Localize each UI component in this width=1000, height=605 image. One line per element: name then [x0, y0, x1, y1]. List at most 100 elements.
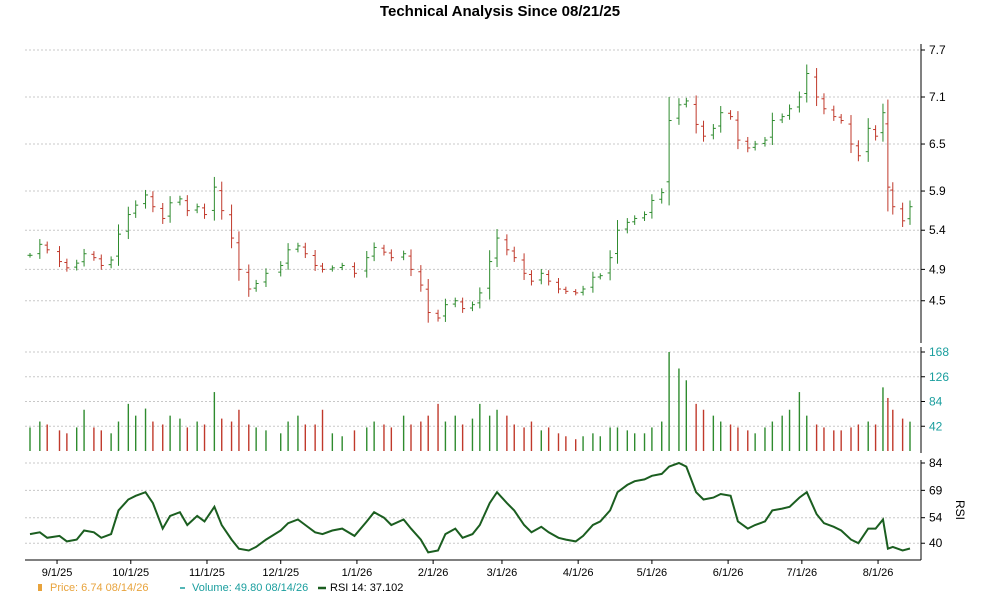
ohlc-bar	[184, 195, 190, 217]
ohlc-bar	[885, 99, 891, 212]
ohlc-bar	[573, 289, 579, 296]
y-tick-label: 40	[929, 536, 943, 550]
ohlc-bar	[371, 242, 377, 262]
ohlc-bar	[64, 258, 70, 272]
y-tick-label: 5.4	[929, 223, 946, 237]
ohlc-bar	[418, 265, 424, 292]
ohlc-bar	[649, 194, 655, 219]
ohlc-bar	[735, 111, 741, 150]
ohlc-bar	[787, 104, 793, 120]
ohlc-bar	[855, 140, 861, 162]
ohlc-bar	[435, 309, 441, 322]
ohlc-bar	[320, 262, 326, 273]
ohlc-bar	[160, 202, 166, 224]
ohlc-bar	[511, 246, 517, 262]
ohlc-bar	[814, 68, 820, 107]
ohlc-bar	[143, 189, 149, 209]
x-tick-label: 3/1/26	[487, 567, 518, 579]
ohlc-bar	[37, 239, 43, 259]
ohlc-bar	[442, 298, 448, 322]
ohlc-bar	[752, 140, 758, 151]
ohlc-bar	[477, 287, 483, 309]
ohlc-bar	[701, 120, 707, 142]
ohlc-bar	[838, 114, 844, 124]
ohlc-bar	[312, 250, 318, 271]
ohlc-bar	[285, 243, 291, 270]
rsi-line	[29, 461, 911, 554]
x-tick-label: 12/1/25	[262, 567, 299, 579]
ohlc-bar	[580, 285, 586, 296]
ohlc-bar	[295, 242, 301, 253]
legend: Price: 6.74 08/14/26 Volume: 49.80 08/14/…	[38, 582, 403, 594]
y-tick-label: 126	[929, 370, 949, 384]
y-tick-label: 54	[929, 511, 943, 525]
y-tick-label: 6.5	[929, 137, 946, 151]
y-tick-label: 84	[929, 456, 943, 470]
x-tick-label: 8/1/26	[863, 567, 894, 579]
ohlc-bar	[381, 244, 387, 256]
ohlc-bar	[528, 270, 534, 286]
price-y-tick-labels: 4.5 4.9 5.4 5.9 6.5 7.1 7.7	[921, 43, 946, 308]
x-tick-labels: 9/1/25 10/1/25 11/1/25 12/1/25 1/1/26 2/1/26 3…	[42, 560, 894, 579]
price-gridlines	[25, 49, 921, 302]
ohlc-bar	[907, 200, 913, 225]
ohlc-bar	[745, 136, 751, 153]
ohlc-bar	[91, 251, 97, 261]
ohlc-bar	[718, 106, 724, 133]
ohlc-bar	[632, 215, 638, 225]
ohlc-bar	[494, 229, 500, 268]
ohlc-bar	[762, 136, 768, 147]
ohlc-bar	[44, 241, 50, 254]
volume-gridlines	[25, 351, 921, 427]
legend-item: Volume: 49.80 08/14/26	[180, 582, 308, 594]
ohlc-bar	[339, 262, 345, 271]
x-tick-label: 5/1/26	[637, 567, 668, 579]
y-tick-label: 4.9	[929, 262, 946, 276]
ohlc-bar	[408, 249, 414, 277]
ohlc-bar	[401, 250, 407, 261]
ohlc-bar	[167, 196, 173, 223]
x-tick-label: 9/1/25	[42, 567, 73, 579]
ohlc-bar	[865, 118, 871, 162]
x-tick-label: 4/1/26	[563, 567, 594, 579]
y-tick-label: 7.7	[929, 43, 946, 57]
ohlc-bar	[460, 297, 466, 313]
price-ohlc-series	[27, 64, 913, 323]
ohlc-bar	[177, 195, 183, 206]
rsi-gridlines	[25, 462, 921, 544]
y-tick-label: 7.1	[929, 90, 946, 104]
ohlc-bar	[219, 181, 225, 220]
ohlc-bar	[236, 231, 242, 281]
ohlc-bar	[98, 254, 104, 270]
ohlc-bar	[211, 176, 217, 221]
ohlc-bar	[683, 97, 689, 108]
ohlc-bar	[74, 259, 80, 271]
y-tick-label: 69	[929, 483, 943, 497]
ohlc-bar	[364, 250, 370, 278]
ohlc-bar	[56, 246, 62, 268]
legend-label: RSI 14: 37.102	[330, 582, 403, 594]
ohlc-bar	[538, 269, 544, 285]
ohlc-bar	[693, 95, 699, 134]
rsi-y-tick-labels: 40 54 69 84	[921, 456, 943, 550]
ohlc-bar	[351, 262, 357, 278]
ohlc-bar	[452, 297, 458, 308]
ohlc-bar	[831, 105, 837, 121]
ohlc-bar	[546, 270, 552, 286]
ohlc-bar	[263, 268, 269, 287]
ohlc-bar	[81, 248, 87, 267]
ohlc-bar	[607, 250, 613, 281]
ohlc-bar	[278, 261, 284, 277]
ohlc-bar	[848, 115, 854, 154]
y-tick-label: 5.9	[929, 184, 946, 198]
ohlc-bar	[666, 96, 672, 206]
y-tick-label: 84	[929, 395, 943, 409]
ohlc-bar	[642, 211, 648, 222]
ohlc-bar	[676, 98, 682, 125]
y-tick-label: 168	[929, 345, 949, 359]
ohlc-bar	[769, 112, 775, 146]
x-tick-label: 7/1/26	[787, 567, 818, 579]
ohlc-bar	[659, 188, 665, 204]
ohlc-bar	[108, 256, 114, 269]
y-tick-label: 4.5	[929, 294, 946, 308]
